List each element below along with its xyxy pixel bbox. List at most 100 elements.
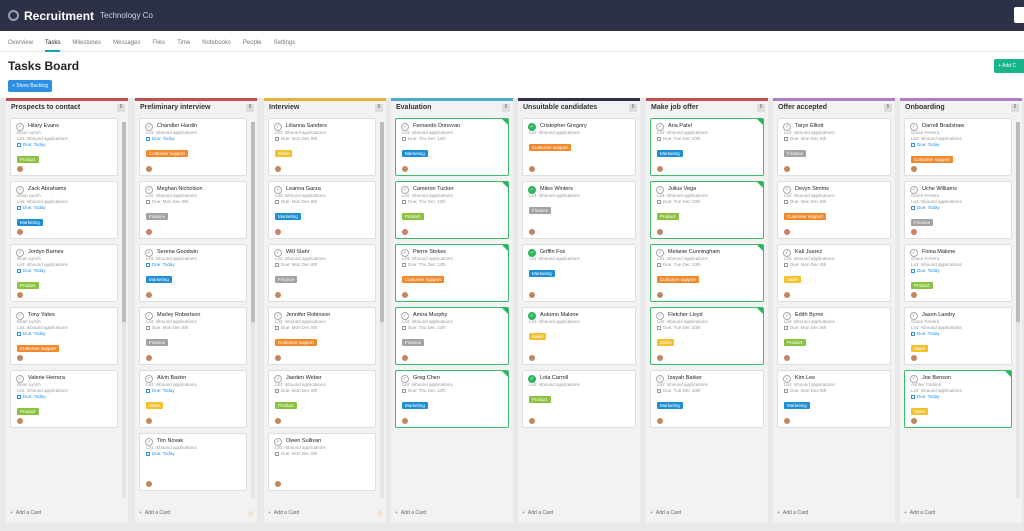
checkmark-icon[interactable]: ✓: [401, 123, 409, 131]
column-scrollbar[interactable]: [122, 122, 126, 498]
avatar[interactable]: [275, 418, 281, 424]
checkmark-icon[interactable]: ✓: [274, 186, 282, 194]
column-header[interactable]: Prospects to contact 6: [6, 101, 128, 115]
tab-time[interactable]: Time: [177, 40, 191, 46]
task-card[interactable]: ✓ Alvin Baxter List: Inbound applications D…: [139, 370, 247, 428]
add-card-button[interactable]: + Add a Card: [10, 510, 41, 516]
checkmark-icon[interactable]: ✓: [16, 312, 24, 320]
avatar[interactable]: [146, 292, 152, 298]
task-card[interactable]: ✓ Marley Robertson List: Inbound applicati…: [139, 307, 247, 365]
task-card[interactable]: ✓ Tim Novak List: Inbound applications Due:…: [139, 433, 247, 491]
avatar[interactable]: [17, 166, 23, 172]
add-card-button[interactable]: + Add a Card: [268, 510, 299, 516]
checkmark-icon[interactable]: ✓: [145, 249, 153, 257]
user-menu-button[interactable]: [1014, 7, 1024, 23]
task-card[interactable]: ✓ Hilary Evans Brian Lynch List: Inbound ap…: [10, 118, 118, 176]
checkmark-icon[interactable]: ✓: [656, 375, 664, 383]
checkmark-icon[interactable]: ✓: [783, 375, 791, 383]
avatar[interactable]: [911, 229, 917, 235]
checkmark-icon[interactable]: ✓: [401, 312, 409, 320]
checkmark-icon[interactable]: ✓: [16, 249, 24, 257]
avatar[interactable]: [529, 292, 535, 298]
task-card[interactable]: ✓ Joe Benson Ashley Carlson List: Inbound a…: [904, 370, 1012, 428]
task-card[interactable]: ✓ Julius Vega List: Inbound applications Du…: [650, 181, 764, 239]
avatar[interactable]: [17, 229, 23, 235]
avatar[interactable]: [402, 355, 408, 361]
avatar[interactable]: [784, 292, 790, 298]
avatar[interactable]: [784, 229, 790, 235]
task-card[interactable]: ✓ Will Stahr List: Inbound applications Due…: [268, 244, 376, 302]
checkmark-icon[interactable]: ✓: [528, 186, 536, 194]
column-scrollbar[interactable]: [251, 122, 255, 498]
task-card[interactable]: ✓ Edith Byrne List: Inbound applications Du…: [777, 307, 891, 365]
checkmark-icon[interactable]: ✓: [783, 312, 791, 320]
tab-settings[interactable]: Settings: [273, 40, 296, 46]
avatar[interactable]: [146, 418, 152, 424]
checkmark-icon[interactable]: ✓: [528, 123, 536, 131]
avatar[interactable]: [275, 355, 281, 361]
task-card[interactable]: ✓ Fiona Malone Grace Ferrera List: Inbound …: [904, 244, 1012, 302]
avatar[interactable]: [657, 355, 663, 361]
task-card[interactable]: ✓ Chandler Hardin List: Inbound applicatio…: [139, 118, 247, 176]
avatar[interactable]: [657, 292, 663, 298]
add-card-button[interactable]: + Add a Card: [522, 510, 553, 516]
task-card[interactable]: ✓ Jaeden Weber List: Inbound applications D…: [268, 370, 376, 428]
checkmark-icon[interactable]: ✓: [528, 312, 536, 320]
checkmark-icon[interactable]: ✓: [528, 249, 536, 257]
task-card[interactable]: ✓ Fletcher Lloyd List: Inbound application…: [650, 307, 764, 365]
task-card[interactable]: ✓ Pierre Stokes List: Inbound applications…: [395, 244, 509, 302]
task-card[interactable]: ✓ Lola Carroll List: Inbound applications P…: [522, 370, 636, 428]
checkmark-icon[interactable]: ✓: [910, 312, 918, 320]
tab-notebooks[interactable]: Notebooks: [202, 40, 231, 46]
checkmark-icon[interactable]: ✓: [274, 375, 282, 383]
checkmark-icon[interactable]: ✓: [910, 249, 918, 257]
avatar[interactable]: [402, 166, 408, 172]
column-header[interactable]: Offer accepted 5: [773, 101, 895, 115]
checkmark-icon[interactable]: ✓: [910, 123, 918, 131]
avatar[interactable]: [911, 292, 917, 298]
column-header[interactable]: Preliminary interview 8: [135, 101, 257, 115]
add-card-button[interactable]: + Add a Card: [904, 510, 935, 516]
checkmark-icon[interactable]: ✓: [274, 249, 282, 257]
checkmark-icon[interactable]: ✓: [274, 312, 282, 320]
task-card[interactable]: ✓ Izayah Barker List: Inbound applications…: [650, 370, 764, 428]
task-card[interactable]: ✓ Melanie Cunningham List: Inbound applica…: [650, 244, 764, 302]
avatar[interactable]: [146, 229, 152, 235]
checkmark-icon[interactable]: ✓: [274, 438, 282, 446]
avatar[interactable]: [17, 292, 23, 298]
avatar[interactable]: [657, 166, 663, 172]
task-card[interactable]: ✓ Meghan Nicholson List: Inbound applicati…: [139, 181, 247, 239]
checkmark-icon[interactable]: ✓: [145, 312, 153, 320]
avatar[interactable]: [529, 355, 535, 361]
avatar[interactable]: [911, 418, 917, 424]
task-card[interactable]: ✓ Jason Landry Grace Ferrera List: Inbound …: [904, 307, 1012, 365]
add-card-button[interactable]: + Add a Card: [139, 510, 170, 516]
task-card[interactable]: ✓ Zack Abrahams Brian Lynch List: Inbound a…: [10, 181, 118, 239]
avatar[interactable]: [146, 355, 152, 361]
checkmark-icon[interactable]: ✓: [910, 186, 918, 194]
task-card[interactable]: ✓ Valerie Herrera Brian Lynch List: Inbound…: [10, 370, 118, 428]
checkmark-icon[interactable]: ✓: [401, 249, 409, 257]
tab-tasks[interactable]: Tasks: [45, 36, 61, 52]
task-card[interactable]: ✓ Serena Goodwin List: Inbound application…: [139, 244, 247, 302]
checkmark-icon[interactable]: ✓: [783, 123, 791, 131]
checkmark-icon[interactable]: ✓: [401, 375, 409, 383]
task-card[interactable]: ✓ Kim Lee List: Inbound applications Due: M…: [777, 370, 891, 428]
checkmark-icon[interactable]: ✓: [910, 375, 918, 383]
avatar[interactable]: [146, 166, 152, 172]
show-backlog-button[interactable]: + Show Backlog: [8, 80, 52, 92]
task-card[interactable]: ✓ Autumn Malone List: Inbound applications…: [522, 307, 636, 365]
checkmark-icon[interactable]: ✓: [528, 375, 536, 383]
task-card[interactable]: ✓ Cameron Tucker List: Inbound application…: [395, 181, 509, 239]
column-header[interactable]: Onboarding 6: [900, 101, 1022, 115]
task-card[interactable]: ✓ Cristopher Gregory List: Inbound applica…: [522, 118, 636, 176]
avatar[interactable]: [275, 481, 281, 487]
task-card[interactable]: ✓ Aria Patel List: Inbound applications Due…: [650, 118, 764, 176]
checkmark-icon[interactable]: ✓: [656, 312, 664, 320]
task-card[interactable]: ✓ Fernando Donovan List: Inbound applicati…: [395, 118, 509, 176]
task-card[interactable]: ✓ Greg Chen List: Inbound applications Due:…: [395, 370, 509, 428]
tab-files[interactable]: Files: [152, 40, 166, 46]
column-scrollbar[interactable]: [380, 122, 384, 498]
task-card[interactable]: ✓ Darrell Bradshaw Grace Ferrera List: Inbo…: [904, 118, 1012, 176]
checkmark-icon[interactable]: ✓: [145, 186, 153, 194]
